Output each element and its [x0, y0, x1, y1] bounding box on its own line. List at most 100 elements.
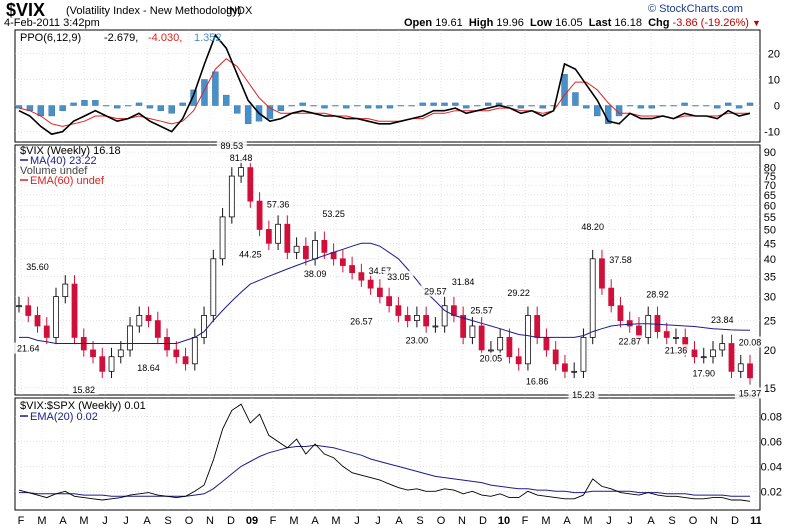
price-candle-body [645, 315, 652, 338]
price-annotation-bg [133, 362, 164, 374]
ppo-histogram-bar [681, 102, 688, 106]
x-tick-label: S [668, 515, 675, 527]
ppo-y-tick: 0 [774, 101, 780, 113]
price-candle-body [589, 258, 596, 338]
price-annotation: 23.84 [711, 315, 734, 325]
low-value: 16.05 [555, 17, 583, 29]
ppo-histogram-bar [157, 105, 165, 111]
price-candle-body [497, 337, 504, 351]
x-tick-label: S [416, 515, 423, 527]
x-tick-label: A [647, 515, 655, 527]
x-tick-label: M [289, 515, 298, 527]
ppo-histogram-bar [506, 105, 514, 107]
price-candle-body [247, 167, 254, 202]
price-y-tick: 35 [764, 271, 776, 283]
price-annotation: 48.20 [581, 222, 604, 232]
ppo-histogram-bar [234, 105, 241, 114]
ppo-signal-line [18, 58, 750, 127]
ppo-histogram-bar [594, 105, 601, 117]
ppo-histogram-bar [146, 105, 154, 109]
price-annotation-bg [235, 248, 266, 260]
ppo-histogram-bar [539, 105, 546, 109]
price-annotation: 53.25 [322, 209, 345, 219]
x-tick-label: O [689, 515, 698, 527]
ratio-y-tick: 0.04 [761, 461, 782, 473]
price-candle-body [201, 315, 207, 338]
price-candle-body [747, 363, 753, 379]
price-annotation-bg [707, 313, 738, 325]
price-candle-body [710, 349, 716, 358]
price-y-tick: 80 [764, 163, 776, 175]
price-candle-body [127, 325, 133, 351]
price-candle-body [349, 265, 356, 274]
ppo-histogram-bar [648, 105, 656, 109]
price-candle-body [219, 216, 226, 260]
ppo-y-tick: -10 [764, 127, 780, 139]
price-candle-body [580, 337, 587, 372]
ppo-histogram-bar [212, 71, 219, 106]
ratio-y-tick: 0.02 [761, 486, 782, 498]
x-tick-label: M [583, 515, 592, 527]
price-candle-body [488, 349, 494, 352]
ratio-line [18, 403, 751, 502]
price-candle-body [562, 363, 568, 372]
ppo-histogram-bar [375, 105, 383, 109]
copyright-link[interactable]: © StockCharts.com [648, 3, 743, 15]
price-candle-body [293, 245, 300, 253]
price-candle-body [543, 337, 550, 351]
ppo-histogram-bar [288, 105, 295, 107]
ppo-histogram-bar [321, 105, 328, 109]
ppo-histogram-bar [419, 102, 426, 106]
ppo-histogram-bar [343, 105, 350, 109]
price-candle-body [719, 343, 726, 351]
ppo-legend-name: PPO(6,12,9) [20, 32, 81, 44]
ppo-legend-value: -2.679, [104, 32, 138, 44]
price-annotation-bg [383, 270, 414, 282]
open-label: Open [404, 17, 433, 29]
ppo-histogram-bar [103, 105, 110, 107]
ppo-histogram-bar [724, 102, 732, 106]
price-annotation-bg [660, 344, 691, 356]
x-tick-label: S [164, 515, 171, 527]
price-annotation-bg [577, 221, 608, 233]
price-candle-body [617, 305, 624, 321]
price-annotation-bg [448, 275, 479, 287]
price-candle-body [506, 337, 513, 358]
price-y-tick: 45 [764, 238, 776, 250]
price-annotation-bg [420, 285, 451, 297]
exchange-label: INDX [226, 5, 253, 17]
x-tick-label: M [541, 515, 550, 527]
ppo-legend-hist: 1.352 [194, 32, 222, 44]
price-candle-body [284, 223, 291, 253]
x-tick-label: M [79, 515, 88, 527]
price-legend-ema: EMA(60) undef [30, 175, 105, 187]
price-candle-body [599, 258, 605, 289]
x-tick-label: N [458, 515, 466, 527]
price-annotation-bg [522, 375, 553, 387]
ppo-histogram-bar [190, 89, 197, 106]
price-annotation-bg [364, 264, 395, 276]
price-candle-body [654, 315, 661, 332]
x-tick-label: F [522, 515, 529, 527]
price-annotation-bg [226, 152, 257, 164]
price-annotation: 37.58 [609, 255, 632, 265]
ppo-histogram-bar [332, 105, 339, 107]
price-annotation-bg [346, 315, 377, 327]
x-tick-label: A [143, 515, 151, 527]
price-annotation-bg [13, 342, 44, 354]
x-tick-label: F [270, 515, 277, 527]
instrument-name: (Volatility Index - New Methodology) [66, 5, 242, 17]
price-y-tick: 15 [764, 383, 776, 395]
high-value: 19.96 [496, 17, 524, 29]
symbol-title: $VIX [6, 0, 46, 20]
price-candle-body [321, 239, 328, 253]
price-annotation: 35.60 [26, 262, 49, 272]
price-annotation-bg [568, 388, 599, 400]
ppo-histogram-bar [70, 102, 77, 106]
price-candle-body [191, 337, 198, 365]
x-tick-label: J [354, 515, 360, 527]
price-candle-body [737, 363, 744, 372]
price-candle-body [16, 305, 22, 308]
ppo-histogram-bar [124, 105, 132, 107]
